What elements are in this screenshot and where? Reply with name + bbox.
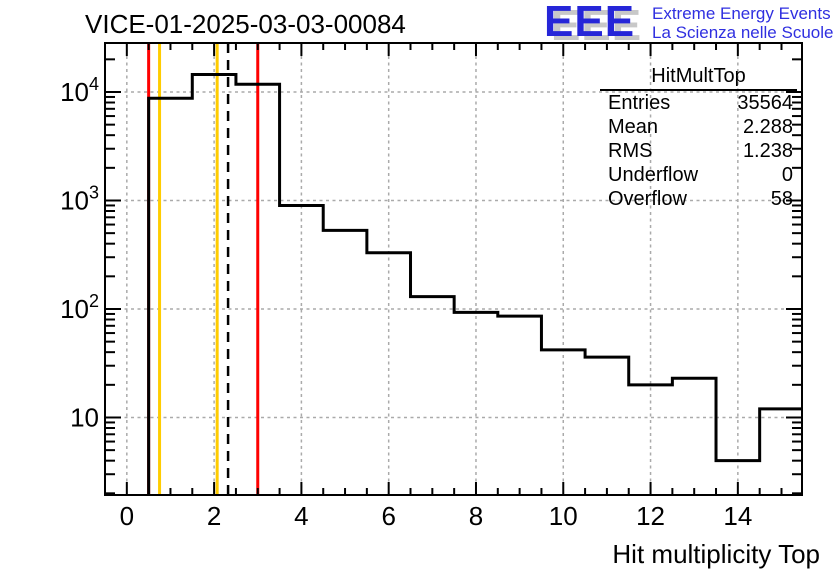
x-tick-label: 8 (469, 501, 483, 531)
x-tick-label: 2 (207, 501, 221, 531)
stat-value: 58 (770, 187, 793, 210)
plot-title: VICE-01-2025-03-03-00084 (85, 9, 406, 39)
x-tick-label: 14 (723, 501, 752, 531)
x-tick-label: 10 (549, 501, 578, 531)
x-tick-label: 0 (120, 501, 134, 531)
stat-value: 2.288 (742, 115, 793, 138)
y-tick-label: 104 (60, 74, 99, 107)
stat-label: RMS (608, 139, 653, 162)
stat-label: Underflow (608, 163, 699, 186)
y-tick-label: 102 (60, 291, 99, 324)
stat-row: Overflow 58 (600, 187, 797, 211)
logo-line1: Extreme Energy Events (652, 4, 831, 23)
stat-value: 0 (781, 163, 793, 186)
stats-box: HitMultTop Entries 35564 Mean 2.288 RMS 1.238… (600, 65, 797, 211)
stat-row: Underflow 0 (600, 163, 797, 187)
stat-label: Mean (608, 115, 659, 138)
stats-title: HitMultTop (600, 65, 797, 91)
stat-row: Entries 35564 (600, 91, 797, 115)
histogram-line (147, 72, 802, 495)
x-tick-label: 4 (294, 501, 308, 531)
stat-value: 35564 (737, 91, 793, 114)
stat-label: Entries (608, 91, 671, 114)
logo-line2: La Scienza nelle Scuole (652, 23, 834, 42)
x-tick-label: 6 (381, 501, 395, 531)
eee-logo-mark: EEE (544, 0, 636, 46)
x-axis-title: Hit multiplicity Top (612, 539, 820, 569)
stat-value: 1.238 (742, 139, 793, 162)
stat-label: Overflow (608, 187, 687, 210)
stats-rows: Entries 35564 Mean 2.288 RMS 1.238 Underflow 0 O… (600, 91, 797, 211)
eee-logo-text: Extreme Energy Events La Scienza nelle S… (652, 4, 833, 42)
y-tick-label: 10 (70, 402, 99, 432)
y-tick-label: 103 (60, 182, 99, 215)
x-tick-label: 12 (636, 501, 665, 531)
stat-row: Mean 2.288 (600, 115, 797, 139)
stat-row: RMS 1.238 (600, 139, 797, 163)
